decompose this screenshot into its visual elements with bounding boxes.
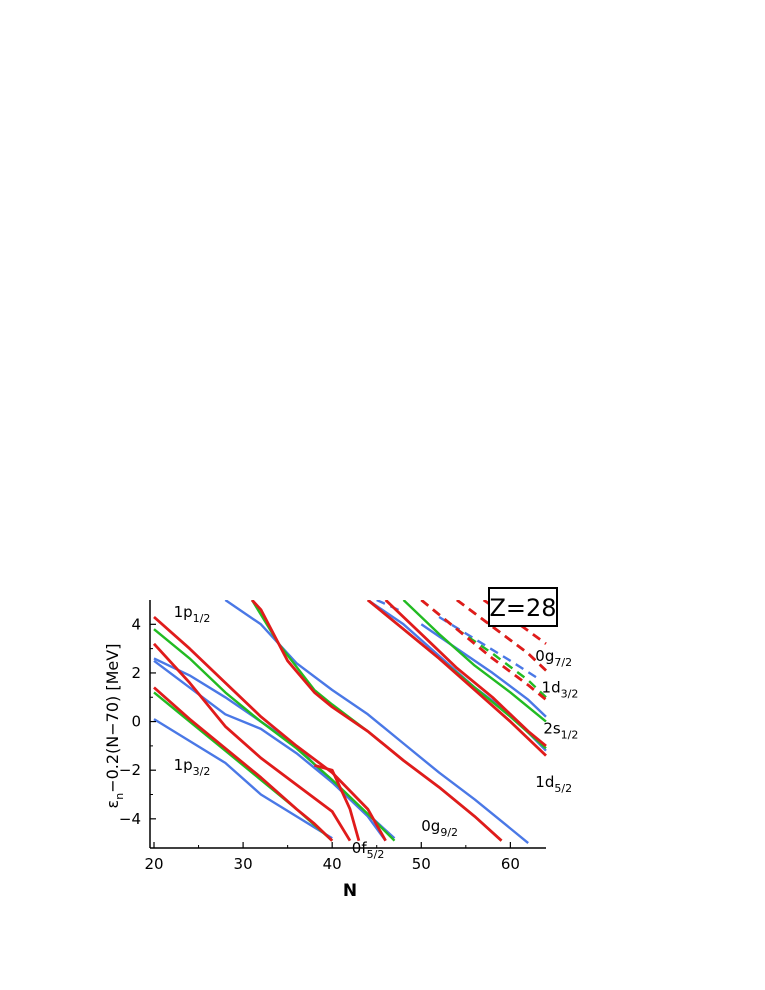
level-label-sub: 3/2: [561, 687, 579, 700]
y-tick-label: 4: [131, 615, 141, 633]
y-axis-label-subscript: n: [113, 793, 126, 800]
series-line-blue: [224, 600, 529, 845]
series-line-blue: [420, 623, 547, 718]
level-label-main: 0g: [535, 647, 554, 665]
level-label: 0g7/2: [535, 647, 572, 669]
series-line-green: [153, 628, 396, 842]
y-tick-label: 0: [131, 713, 141, 731]
level-label-sub: 3/2: [193, 765, 211, 778]
series-line-red: [250, 600, 503, 842]
z-label-frame: [488, 587, 558, 627]
series-line-red-dashed: [456, 600, 547, 672]
x-axis-label: N: [343, 881, 357, 901]
series-line-blue: [153, 659, 387, 842]
level-label-sub: 1/2: [193, 612, 211, 625]
level-label: 1p1/2: [174, 603, 211, 625]
series-line-green: [402, 600, 547, 723]
level-label-main: 1d: [542, 678, 561, 696]
level-label: 1d5/2: [535, 773, 572, 795]
x-tick-label: 40: [323, 855, 342, 873]
y-axis-label-text: −0.2(N−70) [MeV]: [103, 644, 122, 793]
level-label: 0g9/2: [421, 817, 458, 839]
series-line-red: [153, 615, 387, 842]
series-line-red: [384, 600, 547, 747]
level-label-main: 1p: [174, 603, 193, 621]
series-line-red: [152, 642, 352, 842]
axes: [149, 600, 546, 849]
series-line-red: [366, 600, 547, 757]
y-tick-label: 2: [131, 664, 141, 682]
y-tick-label: −4: [119, 810, 141, 828]
level-label: 1d3/2: [542, 678, 579, 700]
level-label-sub: 5/2: [554, 782, 572, 795]
level-label: 2s1/2: [543, 720, 578, 742]
series-group: [152, 600, 547, 845]
level-label: 1p3/2: [174, 756, 211, 778]
ticks-group: 20 30 40 50 60 −4 −2 0 2 4: [119, 615, 520, 873]
level-label-main: 2s: [543, 720, 561, 738]
level-label-main: 1p: [174, 756, 193, 774]
level-label-sub: 5/2: [367, 848, 385, 861]
x-tick-label: 20: [144, 855, 163, 873]
series-line-blue-dashed: [376, 600, 404, 614]
x-tick-label: 30: [234, 855, 253, 873]
y-axis-label-symbol: ε: [103, 800, 122, 809]
level-label-sub: 1/2: [561, 729, 579, 742]
series-line-red: [314, 763, 361, 842]
level-label-sub: 9/2: [440, 826, 458, 839]
level-label-main: 0g: [421, 817, 440, 835]
level-label: 0f5/2: [352, 839, 385, 861]
y-axis-label: εn−0.2(N−70) [MeV]: [103, 644, 126, 809]
level-label-main: 1d: [535, 773, 554, 791]
level-label-main: 0f: [352, 839, 368, 857]
series-line-red-dashed: [482, 600, 547, 645]
x-tick-label: 50: [412, 855, 431, 873]
series-line-red: [153, 686, 334, 842]
x-tick-label: 60: [501, 855, 520, 873]
z-label-text: Z=28: [489, 594, 556, 622]
series-line-red-dashed: [420, 600, 547, 701]
z-label-box: Z=28: [488, 587, 558, 627]
series-line-blue: [153, 718, 333, 840]
y-tick-label: −2: [119, 761, 141, 779]
level-label-sub: 7/2: [554, 656, 572, 669]
